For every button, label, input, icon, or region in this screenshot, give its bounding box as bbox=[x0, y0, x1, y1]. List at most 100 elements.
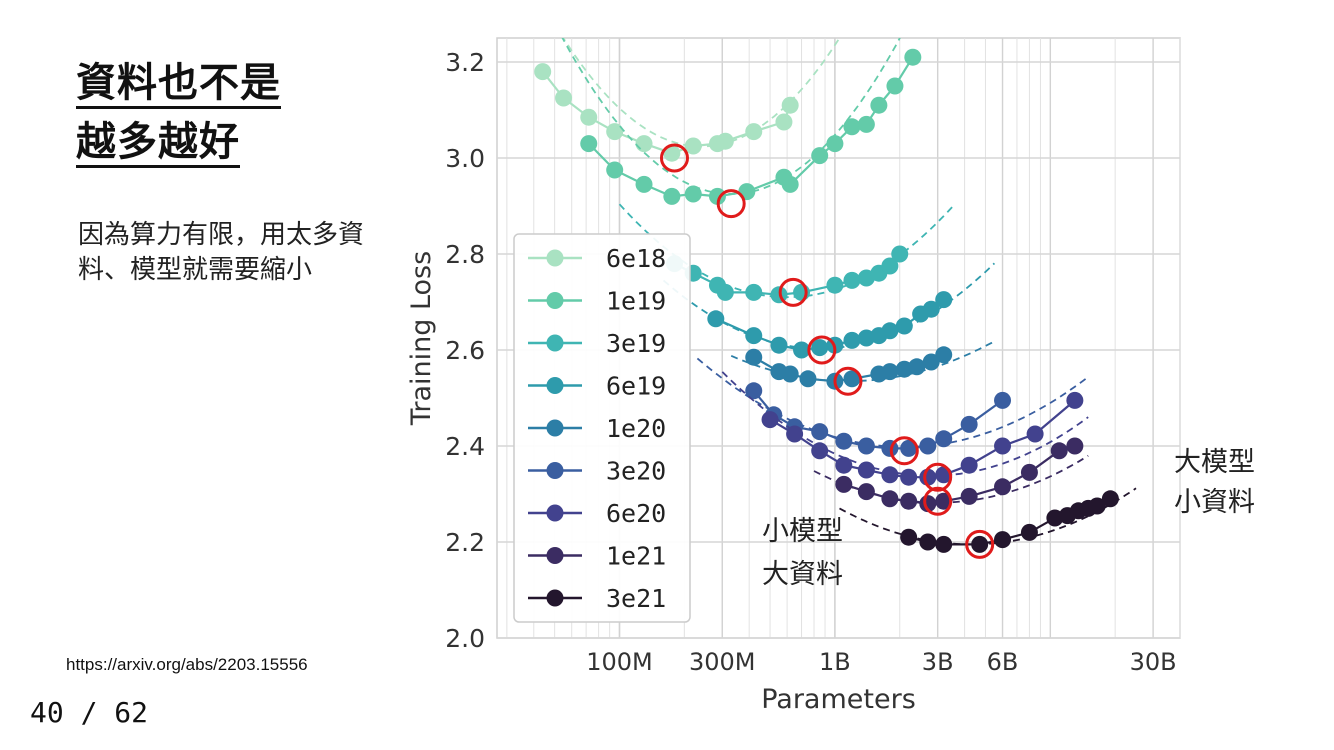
page-total: 62 bbox=[114, 696, 149, 729]
optimum-marker bbox=[716, 189, 746, 219]
series-3e21 bbox=[839, 487, 1137, 553]
data-point bbox=[745, 283, 763, 301]
data-point bbox=[843, 370, 861, 388]
legend-marker bbox=[546, 377, 564, 394]
source-link[interactable]: https://arxiv.org/abs/2203.15556 bbox=[66, 655, 308, 674]
data-point bbox=[1066, 437, 1084, 455]
legend-marker bbox=[546, 589, 564, 607]
data-point bbox=[960, 487, 978, 505]
data-point bbox=[635, 135, 653, 153]
y-tick-label: 3.2 bbox=[445, 48, 485, 77]
x-tick-label: 6B bbox=[987, 648, 1019, 676]
data-point bbox=[908, 358, 926, 376]
page-separator: / bbox=[63, 696, 115, 729]
annotation-large-model: 大模型小資料 bbox=[1174, 447, 1255, 518]
data-point bbox=[684, 137, 702, 155]
data-point bbox=[994, 531, 1012, 549]
y-tick-label: 2.4 bbox=[445, 432, 485, 461]
legend-box bbox=[513, 233, 691, 623]
data-point bbox=[935, 492, 953, 510]
series-6e19 bbox=[662, 262, 996, 359]
data-point bbox=[1020, 523, 1038, 541]
data-point bbox=[663, 187, 681, 205]
slide-title-line-1: 資料也不是 bbox=[76, 60, 281, 109]
page-number: 40 / 62 bbox=[30, 696, 148, 729]
data-point bbox=[922, 300, 940, 318]
data-point bbox=[1050, 442, 1068, 460]
data-point bbox=[870, 96, 888, 114]
data-point bbox=[635, 175, 653, 193]
slide-title-line-2: 越多越好 bbox=[76, 119, 240, 168]
legend-label: 3e21 bbox=[606, 584, 666, 613]
data-point bbox=[811, 339, 829, 357]
x-tick-label: 300M bbox=[689, 648, 756, 676]
optimum-marker bbox=[965, 529, 995, 559]
annotation-small-model: 小模型大資料 bbox=[762, 516, 843, 590]
legend-marker bbox=[546, 249, 564, 267]
data-point bbox=[904, 48, 922, 66]
slide-body-text: 因為算力有限，用太多資料、模型就需要縮小 bbox=[78, 220, 365, 285]
data-point bbox=[707, 310, 725, 328]
data-point bbox=[826, 135, 844, 153]
annotation-line: 大模型 bbox=[1174, 447, 1255, 478]
y-tick-label: 2.8 bbox=[445, 240, 485, 269]
data-point bbox=[935, 430, 953, 448]
optimum-marker bbox=[889, 436, 919, 466]
data-point bbox=[935, 291, 953, 309]
data-point bbox=[857, 115, 875, 133]
data-point bbox=[555, 89, 573, 107]
optimum-marker bbox=[807, 335, 837, 365]
data-point bbox=[781, 365, 799, 383]
optimum-marker bbox=[923, 462, 953, 492]
series-6e20 bbox=[721, 371, 1089, 486]
data-point bbox=[745, 382, 763, 400]
data-point bbox=[606, 161, 624, 179]
data-point bbox=[811, 442, 829, 460]
data-point bbox=[857, 483, 875, 501]
data-point bbox=[775, 113, 793, 131]
data-point bbox=[919, 468, 937, 486]
data-point bbox=[745, 348, 763, 366]
data-point bbox=[811, 147, 829, 165]
series-1e19 bbox=[561, 38, 922, 205]
data-point bbox=[716, 132, 734, 150]
data-point bbox=[900, 439, 918, 457]
data-point bbox=[881, 257, 899, 275]
optimum-marker bbox=[778, 277, 808, 307]
series-1e20 bbox=[730, 339, 997, 390]
data-point bbox=[786, 425, 804, 443]
data-point bbox=[895, 317, 913, 335]
data-point bbox=[843, 331, 861, 349]
data-point bbox=[900, 468, 918, 486]
legend-label: 6e19 bbox=[606, 372, 666, 401]
data-point bbox=[606, 123, 624, 141]
legend-marker bbox=[546, 419, 564, 437]
series-3e20 bbox=[696, 357, 1089, 457]
data-point bbox=[886, 77, 904, 95]
legend-marker bbox=[546, 462, 564, 479]
data-point bbox=[684, 185, 702, 203]
data-point bbox=[1101, 490, 1119, 508]
legend-label: 1e20 bbox=[606, 414, 666, 443]
data-point bbox=[960, 456, 978, 474]
data-point bbox=[1020, 463, 1038, 481]
legend-label: 1e19 bbox=[606, 287, 666, 316]
data-point bbox=[881, 466, 899, 484]
slide-title: 資料也不是 越多越好 bbox=[76, 56, 281, 174]
data-point bbox=[663, 144, 681, 162]
series-fit-curve bbox=[730, 339, 997, 383]
y-tick-label: 3.0 bbox=[445, 144, 485, 173]
data-point bbox=[1066, 391, 1084, 409]
x-axis-label: Parameters bbox=[761, 684, 916, 715]
annotation-line: 小模型 bbox=[762, 516, 843, 547]
legend-marker bbox=[546, 547, 564, 564]
legend-label: 1e21 bbox=[606, 542, 666, 571]
data-point bbox=[881, 322, 899, 340]
data-point bbox=[534, 63, 552, 81]
legend-marker bbox=[546, 292, 564, 309]
legend-marker bbox=[546, 504, 564, 522]
data-point bbox=[919, 437, 937, 455]
data-point bbox=[843, 118, 861, 136]
data-point bbox=[716, 283, 734, 301]
